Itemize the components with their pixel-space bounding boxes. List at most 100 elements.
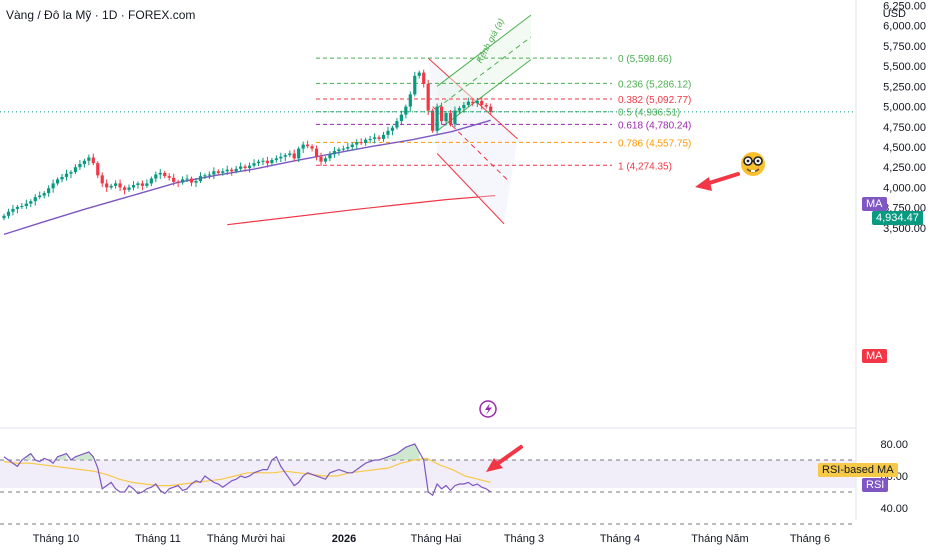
candle-body [2,215,6,219]
price-tick-label: 4,750.00 [883,122,926,134]
nerd-face-icon [741,152,765,176]
price-tick-label: 5,500.00 [883,61,926,73]
rsi-based-ma-tag[interactable]: RSI-based MA [818,463,898,477]
candle-body [51,183,55,189]
candle-body [341,148,345,150]
candle-body [185,178,189,180]
candle-body [328,154,332,159]
candle-body [230,169,234,172]
candle-body [457,108,462,111]
rsi-ma-line [3,457,491,487]
candle-body [247,165,252,169]
candle-body [64,173,69,177]
ma-red-line [227,194,496,226]
candle-body [372,137,377,139]
rsi-tick-label: 40.00 [880,503,908,515]
candle-body [158,172,162,175]
candle-body [194,180,198,183]
candle-body [252,163,256,166]
candle-body [301,144,305,149]
candle-body [475,100,479,104]
candle-body [42,193,46,196]
candle-body [484,104,488,107]
candle-body [471,101,475,104]
candle-body [310,146,314,149]
fib-level-label: 0.618 (4,780.24) [618,120,691,131]
candle-body [256,161,261,164]
candle-body [122,187,127,190]
candle-body [78,163,82,168]
candle-body [243,166,247,169]
candle-body [167,176,171,178]
ma-legend-tag[interactable]: MA [862,197,887,211]
candle-body [225,169,229,172]
candle-body [480,100,484,105]
rsi-overbought-fill [75,452,94,460]
candle-body [350,144,354,148]
candle-body [390,127,395,131]
candle-body [462,104,466,109]
candle-body [181,179,185,183]
time-tick-label: Tháng Mười hai [207,533,285,545]
rising-channel-lower [436,59,532,132]
ma-red-legend-tag[interactable]: MA [862,349,887,363]
rsi-overbought-fill [383,444,420,460]
rising-channel-mid [436,36,532,109]
candle-body [38,195,42,198]
candle-body [270,159,274,164]
candle-body [105,183,109,188]
arrow-annotation-fib [695,172,740,191]
price-tick-label: 6,250.00 [883,0,926,12]
candle-body [172,177,176,182]
candle-body [20,206,24,208]
candle-body [114,183,118,186]
candle-body [69,172,73,174]
candle-body [283,155,287,157]
candle-body [239,166,243,169]
candle-body [203,175,207,177]
rsi-tag[interactable]: RSI [862,478,889,492]
candle-body [323,158,328,162]
candle-body [439,106,444,122]
fib-level-label: 0 (5,598.66) [618,54,672,65]
price-tick-label: 3,500.00 [883,223,926,235]
candle-body [489,106,493,112]
candle-body [346,147,350,149]
chart-title: Vàng / Đô la Mỹ · 1D · FOREX.com [6,8,196,22]
candle-body [435,106,439,131]
price-tick-label: 5,000.00 [883,102,926,114]
time-tick-label: Tháng 6 [790,533,830,545]
time-tick-label: Tháng 11 [135,533,181,545]
candle-body [386,130,390,135]
fib-level-label: 0.5 (4,936.51) [618,108,680,119]
ma-purple-line [3,119,491,236]
candle-body [337,149,341,152]
candle-body [466,101,470,105]
candle-body [154,174,158,179]
candle-body [288,153,292,156]
candle-body [448,113,453,125]
fib-level-label: 1 (4,274.35) [618,161,672,172]
lightning-icon[interactable] [479,400,497,418]
currency-label[interactable]: USD [882,8,906,20]
candle-body [15,206,19,209]
candle-body [212,171,216,175]
candle-body [149,178,153,184]
candle-body [417,72,421,76]
candle-body [198,176,203,181]
time-tick-label: 2026 [332,533,356,545]
candle-body [73,167,78,173]
candle-body [453,110,457,125]
price-tick-label: 4,500.00 [883,142,926,154]
candle-body [404,106,408,115]
candle-body [332,151,337,155]
price-tick-label: 4,250.00 [883,162,926,174]
candle-body [6,211,11,216]
candle-body [364,139,368,143]
candle-body [274,158,278,160]
candle-body [118,183,122,188]
time-tick-label: Tháng 10 [33,533,79,545]
candle-body [11,208,15,212]
